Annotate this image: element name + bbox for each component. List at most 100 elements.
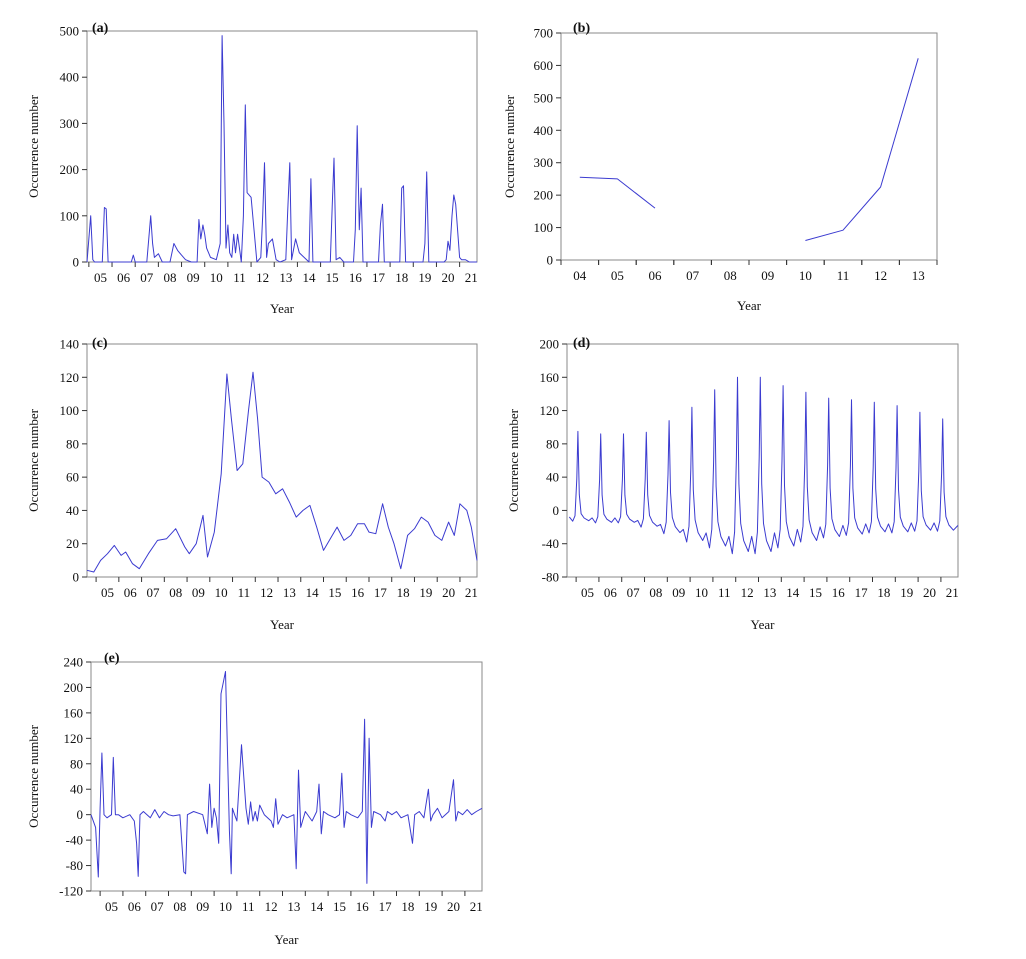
y-tick-label: 100 [60,208,80,223]
x-tick-label: 06 [124,585,138,600]
y-tick-label: 200 [534,188,554,203]
x-tick-label: 06 [604,585,618,600]
x-tick-label: 16 [356,899,370,914]
series-line-b-late [805,58,919,241]
x-tick-label: 15 [326,270,339,285]
x-tick-label: 20 [923,585,936,600]
series-line-a [86,35,477,263]
y-tick-label: 40 [70,782,83,797]
chart-d: (d) -80 -40 0 40 80 120 160 200 05 06 07 08 09 10 11 12 1… [506,336,959,632]
x-tick-label: 06 [128,899,142,914]
series-line-d [568,376,959,555]
x-tick-label: 14 [786,585,800,600]
x-tick-label: 05 [101,585,114,600]
x-tick-label: 09 [196,899,209,914]
x-tick-label: 21 [470,899,483,914]
y-tick-label: 120 [64,731,84,746]
x-tick-label: 13 [283,585,296,600]
x-tick-label: 12 [265,899,278,914]
x-tick-label: 19 [900,585,913,600]
y-tick-label: 500 [534,90,554,105]
chart-b: (b) 0 100 200 300 400 500 600 700 04 05 06 07 08 09 10 1… [502,21,938,313]
x-tick-label: 11 [242,899,255,914]
y-tick-label: -120 [59,884,83,899]
y-tick-label: 400 [60,70,80,85]
panel-label: (c) [92,336,108,351]
plot-frame [90,661,483,892]
x-tick-label: 09 [192,585,205,600]
x-axis-title: Year [270,617,295,632]
chart-c: (c) 0 20 40 60 80 100 120 140 05 06 07 08 09 10 11 12 13 1… [26,336,478,632]
y-tick-label: 0 [547,253,554,268]
panel-label: (b) [573,21,590,36]
x-tick-label: 18 [401,899,414,914]
x-tick-label: 16 [832,585,846,600]
y-tick-label: 100 [60,403,80,418]
y-tick-label: 60 [66,470,79,485]
x-tick-label: 21 [465,270,478,285]
x-tick-label: 16 [351,585,365,600]
x-tick-label: 13 [763,585,776,600]
y-axis-title: Occurrence number [26,94,41,198]
x-tick-label: 12 [741,585,754,600]
x-tick-label: 15 [809,585,822,600]
plot-frame [560,32,938,261]
x-axis-title: Year [275,932,300,947]
y-tick-label: 40 [546,470,559,485]
x-tick-label: 07 [140,270,154,285]
x-tick-label: 05 [105,899,118,914]
y-tick-label: 80 [70,756,83,771]
y-tick-label: 0 [73,570,80,585]
x-tick-label: 12 [874,268,887,283]
x-tick-label: 05 [581,585,594,600]
x-tick-label: 08 [724,268,737,283]
y-tick-label: 200 [540,337,560,352]
y-tick-label: 500 [60,24,80,39]
chart-a: (a) 0 100 200 300 400 500 05 06 07 08 09 10 11 12 13 14 1… [26,21,478,316]
y-tick-label: 40 [66,503,79,518]
y-tick-label: 700 [534,26,554,41]
x-tick-label: 18 [397,585,410,600]
x-tick-label: 17 [855,585,869,600]
x-tick-label: 08 [163,270,176,285]
x-tick-label: 09 [672,585,685,600]
x-tick-label: 07 [627,585,641,600]
y-axis-title: Occurrence number [506,408,521,512]
y-tick-label: 0 [553,503,560,518]
y-tick-label: 160 [540,370,560,385]
y-tick-label: 140 [60,337,80,352]
y-tick-label: 80 [66,436,79,451]
y-tick-label: 0 [77,807,84,822]
y-tick-label: 600 [534,58,554,73]
y-tick-label: -40 [542,536,559,551]
x-tick-label: 07 [146,585,160,600]
x-tick-label: 18 [395,270,408,285]
y-tick-label: 120 [60,370,80,385]
x-tick-label: 20 [442,270,455,285]
x-tick-label: 17 [372,270,386,285]
y-tick-label: 300 [60,116,80,131]
y-tick-label: 200 [60,162,80,177]
y-tick-label: 300 [534,155,554,170]
series-line-b-early [579,176,656,209]
y-axis-title: Occurrence number [502,94,517,198]
x-tick-label: 13 [912,268,925,283]
panel-label: (a) [92,21,109,36]
y-tick-label: 100 [534,220,554,235]
x-tick-label: 11 [233,270,246,285]
x-tick-label: 04 [573,268,587,283]
x-tick-label: 10 [799,268,812,283]
x-tick-label: 05 [611,268,624,283]
x-axis-title: Year [270,301,295,316]
x-tick-label: 11 [238,585,251,600]
y-tick-label: 400 [534,123,554,138]
x-tick-label: 20 [447,899,460,914]
y-tick-label: 80 [546,436,559,451]
x-tick-label: 12 [260,585,273,600]
x-tick-label: 21 [946,585,959,600]
x-tick-label: 13 [279,270,292,285]
x-tick-label: 20 [442,585,455,600]
y-tick-label: 0 [73,255,80,270]
panel-label: (d) [573,336,590,351]
